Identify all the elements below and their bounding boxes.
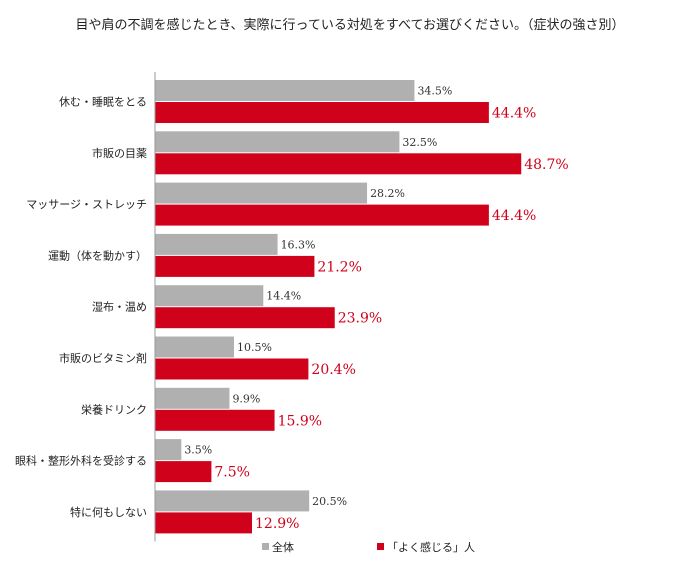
bar-overall	[155, 285, 264, 307]
category-label: 特に何もしない	[70, 505, 147, 519]
bar-strong	[155, 512, 253, 534]
chart-title: 目や肩の不調を感じたとき、実際に行っている対処をすべてお選びください。（症状の強…	[75, 18, 625, 33]
data-label-strong: 21.2%	[317, 259, 361, 275]
bar-strong	[155, 255, 315, 277]
data-label-overall: 10.5%	[237, 341, 272, 354]
bar-strong	[155, 409, 275, 431]
bar-overall	[155, 182, 368, 204]
legend-label-overall: 全体	[272, 540, 294, 554]
data-label-overall: 34.5%	[417, 85, 452, 98]
category-label: 運動（体を動かす）	[48, 248, 147, 262]
legend-swatch-overall	[262, 543, 269, 550]
bar-strong	[155, 307, 335, 329]
bar-strong	[155, 204, 489, 226]
bar-overall	[155, 439, 182, 461]
data-label-overall: 9.9%	[232, 392, 260, 405]
bar-strong	[155, 358, 309, 380]
data-label-overall: 32.5%	[402, 136, 437, 149]
data-label-overall: 16.3%	[281, 238, 316, 251]
bar-overall	[155, 336, 234, 358]
category-label: 栄養ドリンク	[81, 402, 147, 416]
data-label-overall: 20.5%	[312, 495, 347, 508]
bar-overall	[155, 490, 310, 512]
data-label-strong: 48.7%	[524, 157, 568, 173]
bar-overall	[155, 131, 400, 153]
legend-swatch-strong	[377, 543, 384, 550]
data-label-strong: 7.5%	[214, 465, 250, 481]
category-label: 眼科・整形外科を受診する	[15, 454, 147, 468]
bar-overall	[155, 80, 415, 101]
data-label-strong: 23.9%	[338, 311, 382, 327]
data-label-overall: 3.5%	[184, 444, 212, 457]
data-label-strong: 44.4%	[492, 208, 536, 224]
category-label: 湿布・温め	[92, 301, 147, 314]
category-label: 市販のビタミン剤	[59, 351, 147, 365]
bar-strong	[155, 153, 522, 175]
data-label-overall: 14.4%	[266, 290, 301, 303]
data-label-strong: 12.9%	[255, 516, 299, 532]
bar-overall	[155, 387, 230, 409]
category-label: 市販の目薬	[92, 146, 147, 160]
data-label-strong: 15.9%	[278, 413, 322, 429]
legend-label-strong: 「よく感じる」人	[387, 541, 475, 554]
bar-strong	[155, 102, 489, 123]
data-label-strong: 20.4%	[311, 362, 355, 378]
category-label: 休む・睡眠をとる	[59, 96, 147, 109]
category-label: マッサージ・ストレッチ	[26, 198, 147, 211]
bar-overall	[155, 233, 278, 255]
bar-strong	[155, 461, 212, 483]
data-label-overall: 28.2%	[370, 187, 405, 200]
data-label-strong: 44.4%	[492, 106, 536, 122]
